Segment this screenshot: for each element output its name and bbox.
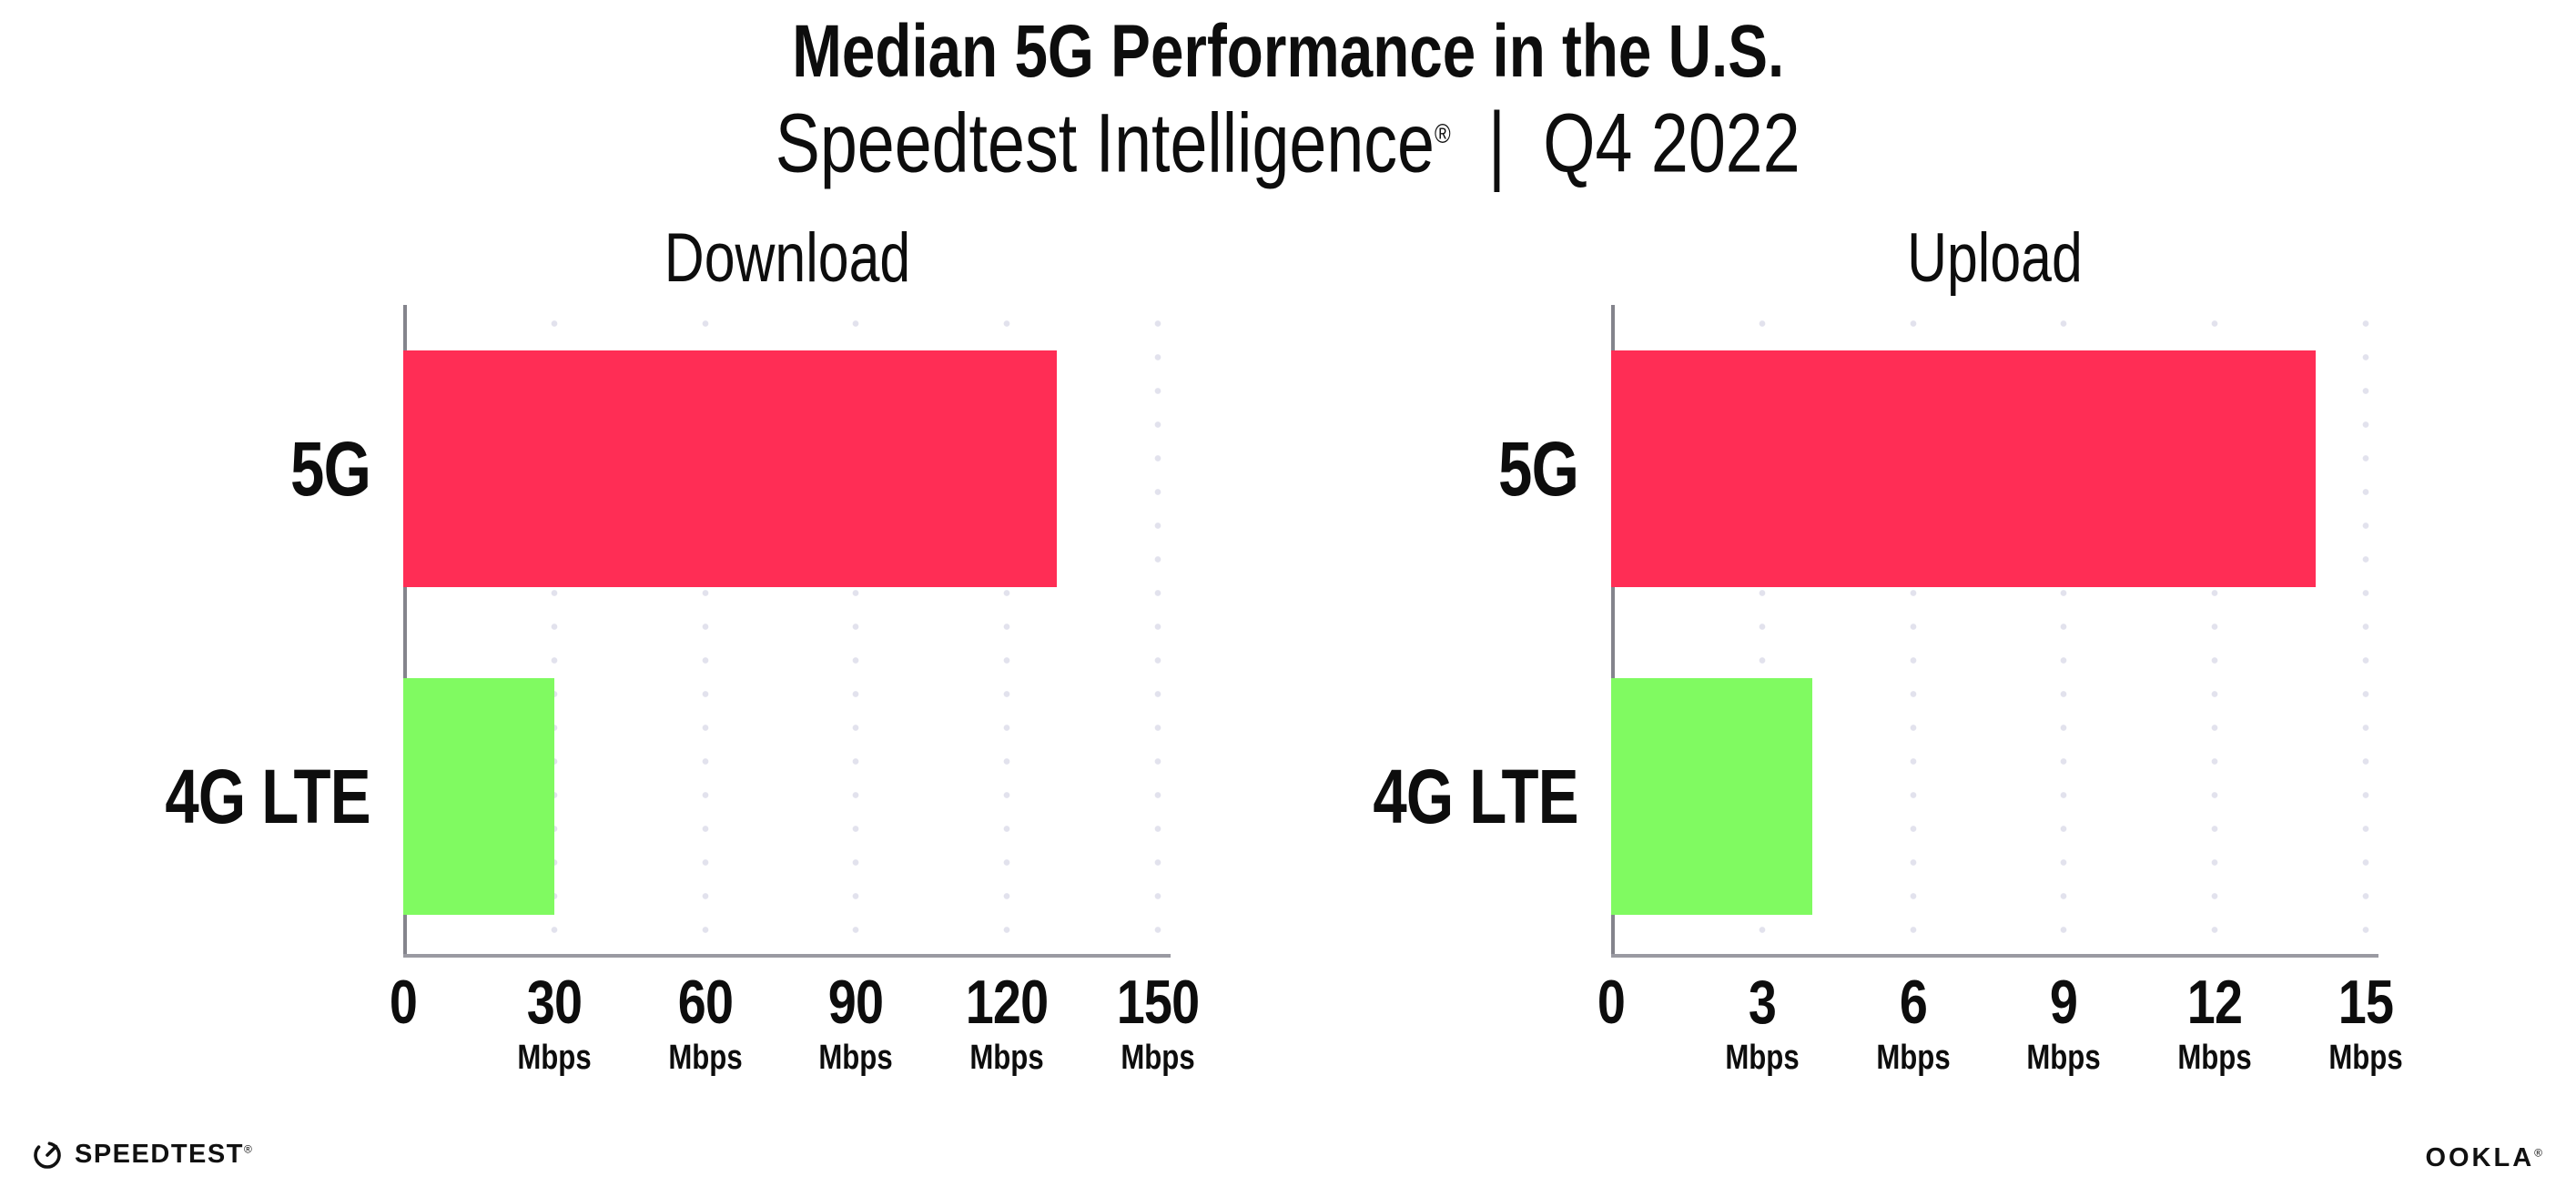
x-tick-value: 150 xyxy=(1116,968,1200,1037)
page-title: Median 5G Performance in the U.S. xyxy=(0,13,2576,91)
bar-upload-5g xyxy=(1611,350,2316,587)
x-tick-download-120: 120 Mbps xyxy=(966,970,1049,1078)
gridline-upload-15 xyxy=(2361,307,2370,954)
x-tick-unit: Mbps xyxy=(2328,1039,2403,1077)
chart-title-text: Upload xyxy=(1907,219,2083,297)
x-tick-download-60: 60 Mbps xyxy=(668,970,742,1078)
x-tick-download-30: 30 Mbps xyxy=(517,970,591,1078)
subtitle-brand: Speedtest Intelligence xyxy=(776,96,1435,190)
chart-title-upload: Upload xyxy=(1611,222,2378,295)
y-axis-line-upload xyxy=(1611,305,1615,958)
gridline-download-60 xyxy=(701,307,710,954)
x-tick-unit: Mbps xyxy=(818,1039,894,1077)
x-tick-value: 0 xyxy=(389,968,418,1037)
gridline-download-30 xyxy=(550,307,559,954)
x-tick-unit: Mbps xyxy=(1121,1039,1195,1077)
gridline-upload-6 xyxy=(1909,307,1918,954)
gridline-upload-9 xyxy=(2059,307,2068,954)
x-tick-download-90: 90 Mbps xyxy=(819,970,893,1078)
page-title-text: Median 5G Performance in the U.S. xyxy=(792,10,1784,93)
category-label-upload-4g-lte: 4G LTE xyxy=(1196,746,1579,847)
x-tick-upload-6: 6 Mbps xyxy=(1876,970,1950,1078)
x-tick-value: 90 xyxy=(828,968,884,1037)
plot-area-download xyxy=(403,305,1171,958)
x-tick-unit: Mbps xyxy=(969,1039,1044,1077)
x-tick-unit: Mbps xyxy=(667,1039,743,1077)
x-tick-download-150: 150 Mbps xyxy=(1117,970,1200,1078)
x-tick-value: 120 xyxy=(965,968,1049,1037)
x-tick-value: 12 xyxy=(2186,968,2243,1037)
x-tick-upload-15: 15 Mbps xyxy=(2328,970,2402,1078)
ookla-logo-text: OOKLA xyxy=(2425,1143,2535,1172)
category-label-download-5g: 5G xyxy=(0,419,371,519)
speedtest-gauge-icon xyxy=(34,1141,61,1169)
category-label-text: 4G LTE xyxy=(165,754,371,839)
speedtest-logo: SPEEDTEST® xyxy=(31,1138,253,1171)
bar-upload-4g-lte xyxy=(1611,678,1813,915)
x-tick-upload-9: 9 Mbps xyxy=(2027,970,2101,1078)
subtitle-period: Q4 2022 xyxy=(1543,96,1800,190)
category-label-upload-5g: 5G xyxy=(1196,419,1579,519)
category-label-text: 5G xyxy=(289,426,371,512)
x-tick-unit: Mbps xyxy=(2177,1039,2252,1077)
speedtest-registered-mark: ® xyxy=(243,1141,254,1155)
x-tick-unit: Mbps xyxy=(1725,1039,1800,1077)
x-tick-value: 3 xyxy=(1748,968,1777,1037)
ookla-logo: OOKLA® xyxy=(2425,1143,2545,1173)
plot-area-upload xyxy=(1611,305,2378,958)
x-tick-unit: Mbps xyxy=(2026,1039,2102,1077)
category-label-text: 5G xyxy=(1497,426,1579,512)
x-tick-value: 30 xyxy=(526,968,583,1037)
x-tick-unit: Mbps xyxy=(1875,1039,1951,1077)
x-tick-value: 60 xyxy=(677,968,733,1037)
category-label-download-4g-lte: 4G LTE xyxy=(0,746,371,847)
speedtest-logo-text: SPEEDTEST® xyxy=(75,1139,254,1169)
gridline-download-90 xyxy=(851,307,860,954)
x-tick-download-0: 0 xyxy=(389,968,418,1037)
subtitle-separator: | xyxy=(1488,95,1506,193)
gridline-download-150 xyxy=(1153,307,1162,954)
y-axis-line-download xyxy=(403,305,407,958)
gridline-download-120 xyxy=(1002,307,1011,954)
x-tick-value: 0 xyxy=(1597,968,1626,1037)
x-tick-value: 9 xyxy=(2050,968,2078,1037)
bar-download-4g-lte xyxy=(403,678,554,915)
x-tick-unit: Mbps xyxy=(517,1039,592,1077)
chart-title-download: Download xyxy=(403,222,1171,295)
page-subtitle: Speedtest Intelligence® | Q4 2022 xyxy=(0,89,2576,193)
category-label-text: 4G LTE xyxy=(1373,754,1579,839)
x-tick-upload-0: 0 xyxy=(1597,968,1626,1037)
x-tick-value: 15 xyxy=(2338,968,2394,1037)
x-tick-upload-3: 3 Mbps xyxy=(1725,970,1799,1078)
gridline-upload-12 xyxy=(2210,307,2219,954)
registered-trademark-mark: ® xyxy=(1435,119,1451,149)
chart-title-text: Download xyxy=(664,219,910,297)
x-axis-line-download xyxy=(403,954,1171,958)
x-axis-line-upload xyxy=(1611,954,2378,958)
x-tick-value: 6 xyxy=(1899,968,1927,1037)
gridline-upload-3 xyxy=(1758,307,1767,954)
ookla-registered-mark: ® xyxy=(2534,1146,2545,1160)
x-tick-upload-12: 12 Mbps xyxy=(2178,970,2252,1078)
bar-download-5g xyxy=(403,350,1058,587)
